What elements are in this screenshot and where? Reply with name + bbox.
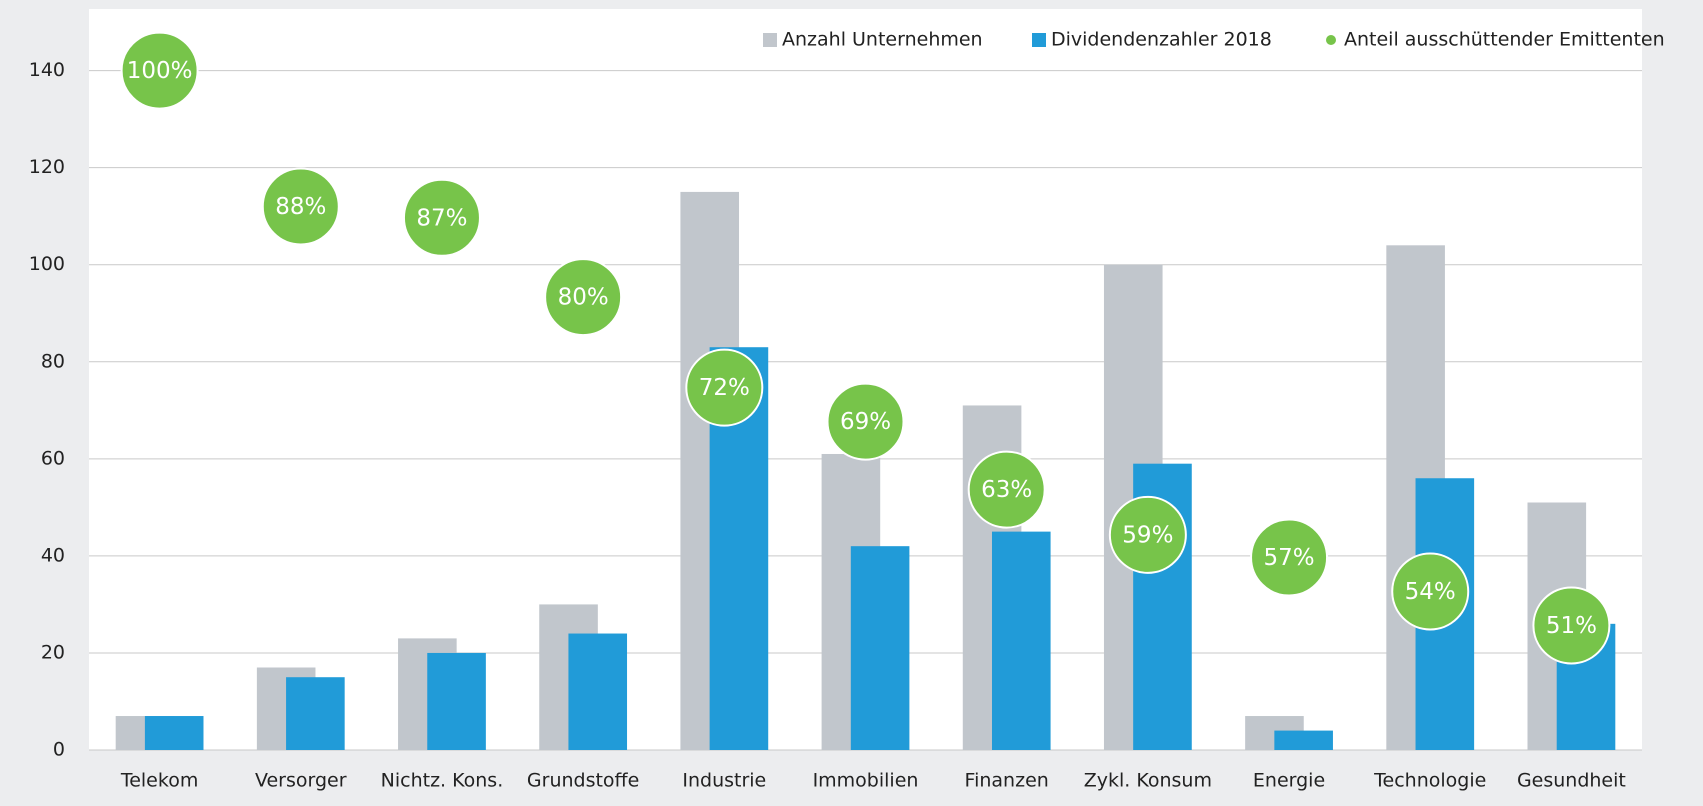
x-tick-label: Telekom [120,770,199,792]
x-tick-label: Nichtz. Kons. [381,770,504,792]
share-marker [120,31,199,110]
y-tick-label: 120 [29,156,65,178]
x-tick-label: Zykl. Konsum [1084,770,1212,792]
share-marker [967,450,1046,529]
share-marker [685,348,764,427]
share-marker [1108,495,1187,574]
bar [427,652,486,750]
y-tick-label: 100 [29,253,65,275]
data-label: 87% [416,205,467,231]
y-tick-label: 60 [41,447,65,469]
data-label: 69% [840,409,891,435]
share-marker [261,167,340,246]
data-label: 88% [275,194,326,220]
bar [1274,730,1333,750]
share-marker [402,178,481,257]
data-label: 57% [1263,545,1314,571]
legend: Anzahl Unternehmen Dividendenzahler 2018 A… [763,29,1665,51]
y-tick-label: 20 [41,641,65,663]
y-tick-label: 80 [41,350,65,372]
x-tick-label: Finanzen [965,770,1049,792]
legend-label: Dividendenzahler 2018 [1051,29,1272,51]
share-marker [1250,518,1329,597]
legend-swatch [763,33,777,47]
y-tick-label: 40 [41,544,65,566]
legend-label: Anzahl Unternehmen [782,29,983,51]
bar [850,546,910,750]
x-tick-label: Immobilien [813,770,919,792]
share-marker [1532,586,1611,665]
x-tick-label: Gesundheit [1517,770,1626,792]
data-label: 59% [1122,522,1173,548]
x-tick-label: Grundstoffe [527,770,639,792]
bar [991,531,1051,750]
share-marker [826,382,905,461]
x-tick-label: Industrie [682,770,766,792]
data-label: 54% [1405,579,1456,605]
bar [144,716,204,750]
data-label: 100% [127,58,193,84]
y-tick-label: 140 [29,59,65,81]
data-label: 63% [981,477,1032,503]
share-marker [1391,552,1470,631]
legend-swatch [1326,35,1336,45]
legend-label: Anteil ausschüttender Emittenten [1344,29,1665,51]
data-label: 72% [699,375,750,401]
legend-swatch [1032,33,1046,47]
data-label: 80% [558,285,609,311]
y-tick-label: 0 [53,739,65,761]
share-marker [544,258,623,337]
bar [568,633,628,750]
data-label: 51% [1546,613,1597,639]
x-tick-label: Versorger [255,770,347,792]
x-tick-label: Technologie [1373,770,1486,792]
bar [286,677,345,750]
x-tick-label: Energie [1253,770,1325,792]
